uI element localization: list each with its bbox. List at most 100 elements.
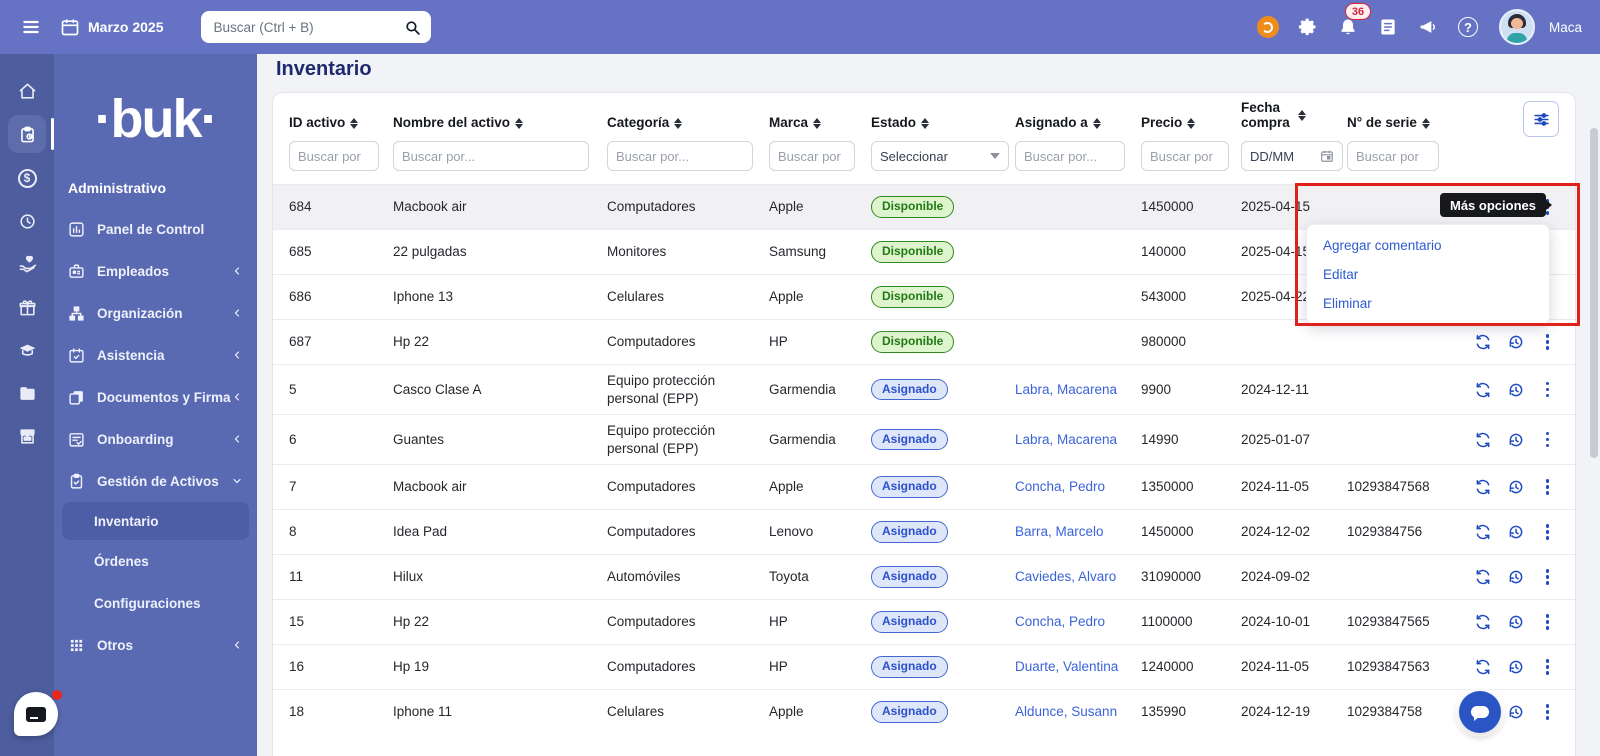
- row-more-options-button[interactable]: [1540, 430, 1556, 450]
- global-search[interactable]: [201, 11, 432, 43]
- rewards-gift-icon[interactable]: [8, 288, 46, 326]
- filter-id-input[interactable]: [289, 141, 379, 171]
- sidebar-item-onboarding[interactable]: Onboarding: [54, 418, 257, 460]
- cell-assigned[interactable]: Caviedes, Alvaro: [1015, 569, 1117, 585]
- notifications-bell-icon[interactable]: 36: [1333, 3, 1371, 42]
- table-row[interactable]: 16 Hp 19 Computadores HP Asignado Duarte…: [273, 644, 1575, 689]
- hamburger-menu-icon[interactable]: [16, 12, 46, 42]
- benefits-hand-heart-icon[interactable]: [8, 245, 46, 283]
- user-avatar[interactable]: [1498, 9, 1535, 45]
- sort-icon[interactable]: [350, 117, 359, 129]
- table-row[interactable]: 6 Guantes Equipo protección personal (EP…: [273, 414, 1575, 464]
- history-button[interactable]: [1507, 478, 1525, 496]
- sidebar-item-configuraciones[interactable]: Configuraciones: [94, 595, 201, 611]
- row-more-options-button[interactable]: [1540, 612, 1556, 632]
- announcements-megaphone-icon[interactable]: [1413, 12, 1443, 42]
- row-more-options-button[interactable]: [1540, 567, 1556, 587]
- table-row[interactable]: 15 Hp 22 Computadores HP Asignado Concha…: [273, 599, 1575, 644]
- sort-icon[interactable]: [813, 117, 822, 129]
- filter-serial-input[interactable]: [1347, 141, 1439, 171]
- sidebar-item-asistencia[interactable]: Asistencia: [54, 334, 257, 376]
- sidebar-item-ordenes[interactable]: Órdenes: [94, 553, 149, 569]
- cell-assigned[interactable]: [999, 203, 1125, 211]
- history-button[interactable]: [1507, 431, 1525, 449]
- files-folder-icon[interactable]: [8, 374, 46, 412]
- home-icon[interactable]: [8, 72, 46, 110]
- sort-icon[interactable]: [1092, 117, 1101, 129]
- row-more-options-button[interactable]: [1540, 522, 1556, 542]
- floating-chat-button[interactable]: [1459, 691, 1501, 733]
- column-settings-button[interactable]: [1523, 101, 1559, 137]
- filter-category-input[interactable]: [607, 141, 753, 171]
- support-icon[interactable]: [1253, 12, 1283, 42]
- assign-sync-button[interactable]: [1474, 523, 1492, 541]
- row-more-options-button[interactable]: [1540, 477, 1556, 497]
- assign-sync-button[interactable]: [1474, 381, 1492, 399]
- scrollbar-thumb[interactable]: [1590, 128, 1598, 458]
- cell-assigned[interactable]: Concha, Pedro: [1015, 614, 1106, 630]
- table-row[interactable]: 11 Hilux Automóviles Toyota Asignado Cav…: [273, 554, 1575, 599]
- history-button[interactable]: [1507, 703, 1525, 721]
- cell-assigned[interactable]: Labra, Macarena: [1015, 381, 1118, 397]
- table-row[interactable]: 8 Idea Pad Computadores Lenovo Asignado …: [273, 509, 1575, 554]
- news-document-icon[interactable]: [1373, 12, 1403, 42]
- help-icon[interactable]: ?: [1453, 12, 1483, 42]
- sort-icon[interactable]: [1421, 117, 1430, 129]
- sidebar-item-documentos-y-firma[interactable]: Documentos y Firma: [54, 376, 257, 418]
- filter-brand-input[interactable]: [769, 141, 855, 171]
- filter-price-input[interactable]: [1141, 141, 1229, 171]
- filter-assigned-input[interactable]: [1015, 141, 1125, 171]
- assign-sync-button[interactable]: [1474, 431, 1492, 449]
- history-button[interactable]: [1507, 381, 1525, 399]
- table-row[interactable]: 18 Iphone 11 Celulares Apple Asignado Al…: [273, 689, 1575, 734]
- history-button[interactable]: [1507, 613, 1525, 631]
- cell-assigned[interactable]: [999, 248, 1125, 256]
- assign-sync-button[interactable]: [1474, 658, 1492, 676]
- cell-assigned[interactable]: [999, 293, 1125, 301]
- cell-assigned[interactable]: Labra, Macarena: [1015, 431, 1118, 447]
- history-button[interactable]: [1507, 568, 1525, 586]
- table-row[interactable]: 7 Macbook air Computadores Apple Asignad…: [273, 464, 1575, 509]
- search-input[interactable]: [213, 19, 405, 35]
- cell-assigned[interactable]: Aldunce, Susann: [1015, 704, 1118, 720]
- inventory-clipboard-icon[interactable]: [8, 115, 46, 153]
- sidebar-item-gestion-de-activos[interactable]: Gestión de Activos: [54, 460, 257, 502]
- cell-assigned[interactable]: Barra, Marcelo: [1015, 524, 1104, 540]
- cell-assigned[interactable]: [999, 338, 1125, 346]
- table-row[interactable]: 684 Macbook air Computadores Apple Dispo…: [273, 184, 1575, 229]
- filter-status-select[interactable]: Seleccionar: [871, 141, 1009, 171]
- assign-sync-button[interactable]: [1474, 333, 1492, 351]
- sort-icon[interactable]: [1298, 109, 1306, 121]
- settings-gear-icon[interactable]: [1293, 12, 1323, 42]
- row-more-options-button[interactable]: [1540, 380, 1556, 400]
- row-more-options-button[interactable]: [1540, 702, 1556, 722]
- filter-name-input[interactable]: [393, 141, 589, 171]
- cell-assigned[interactable]: Concha, Pedro: [1015, 479, 1106, 495]
- period-selector[interactable]: Marzo 2025: [60, 17, 163, 37]
- menu-item-eliminar[interactable]: Eliminar: [1323, 296, 1372, 311]
- menu-item-editar[interactable]: Editar: [1323, 267, 1359, 282]
- history-button[interactable]: [1507, 333, 1525, 351]
- row-more-options-button[interactable]: [1540, 332, 1556, 352]
- sidebar-item-otros[interactable]: Otros: [54, 624, 257, 666]
- sort-icon[interactable]: [921, 117, 930, 129]
- table-row[interactable]: 5 Casco Clase A Equipo protección person…: [273, 364, 1575, 414]
- table-row[interactable]: 687 Hp 22 Computadores HP Disponible 980…: [273, 319, 1575, 364]
- assign-sync-button[interactable]: [1474, 478, 1492, 496]
- time-clock-icon[interactable]: [8, 202, 46, 240]
- sort-icon[interactable]: [515, 117, 524, 129]
- chat-launcher-button[interactable]: [14, 690, 62, 736]
- training-graduation-icon[interactable]: [8, 331, 46, 369]
- sort-icon[interactable]: [674, 117, 683, 129]
- sort-icon[interactable]: [1187, 117, 1196, 129]
- assign-sync-button[interactable]: [1474, 613, 1492, 631]
- assign-sync-button[interactable]: [1474, 568, 1492, 586]
- row-more-options-button[interactable]: [1540, 657, 1556, 677]
- sidebar-item-inventario[interactable]: Inventario: [62, 502, 249, 541]
- history-button[interactable]: [1507, 523, 1525, 541]
- filter-date-input[interactable]: DD/MM: [1241, 141, 1343, 171]
- history-button[interactable]: [1507, 658, 1525, 676]
- sidebar-item-organizacion[interactable]: Organización: [54, 292, 257, 334]
- menu-item-agregar-comentario[interactable]: Agregar comentario: [1323, 238, 1442, 253]
- sidebar-item-empleados[interactable]: Empleados: [54, 250, 257, 292]
